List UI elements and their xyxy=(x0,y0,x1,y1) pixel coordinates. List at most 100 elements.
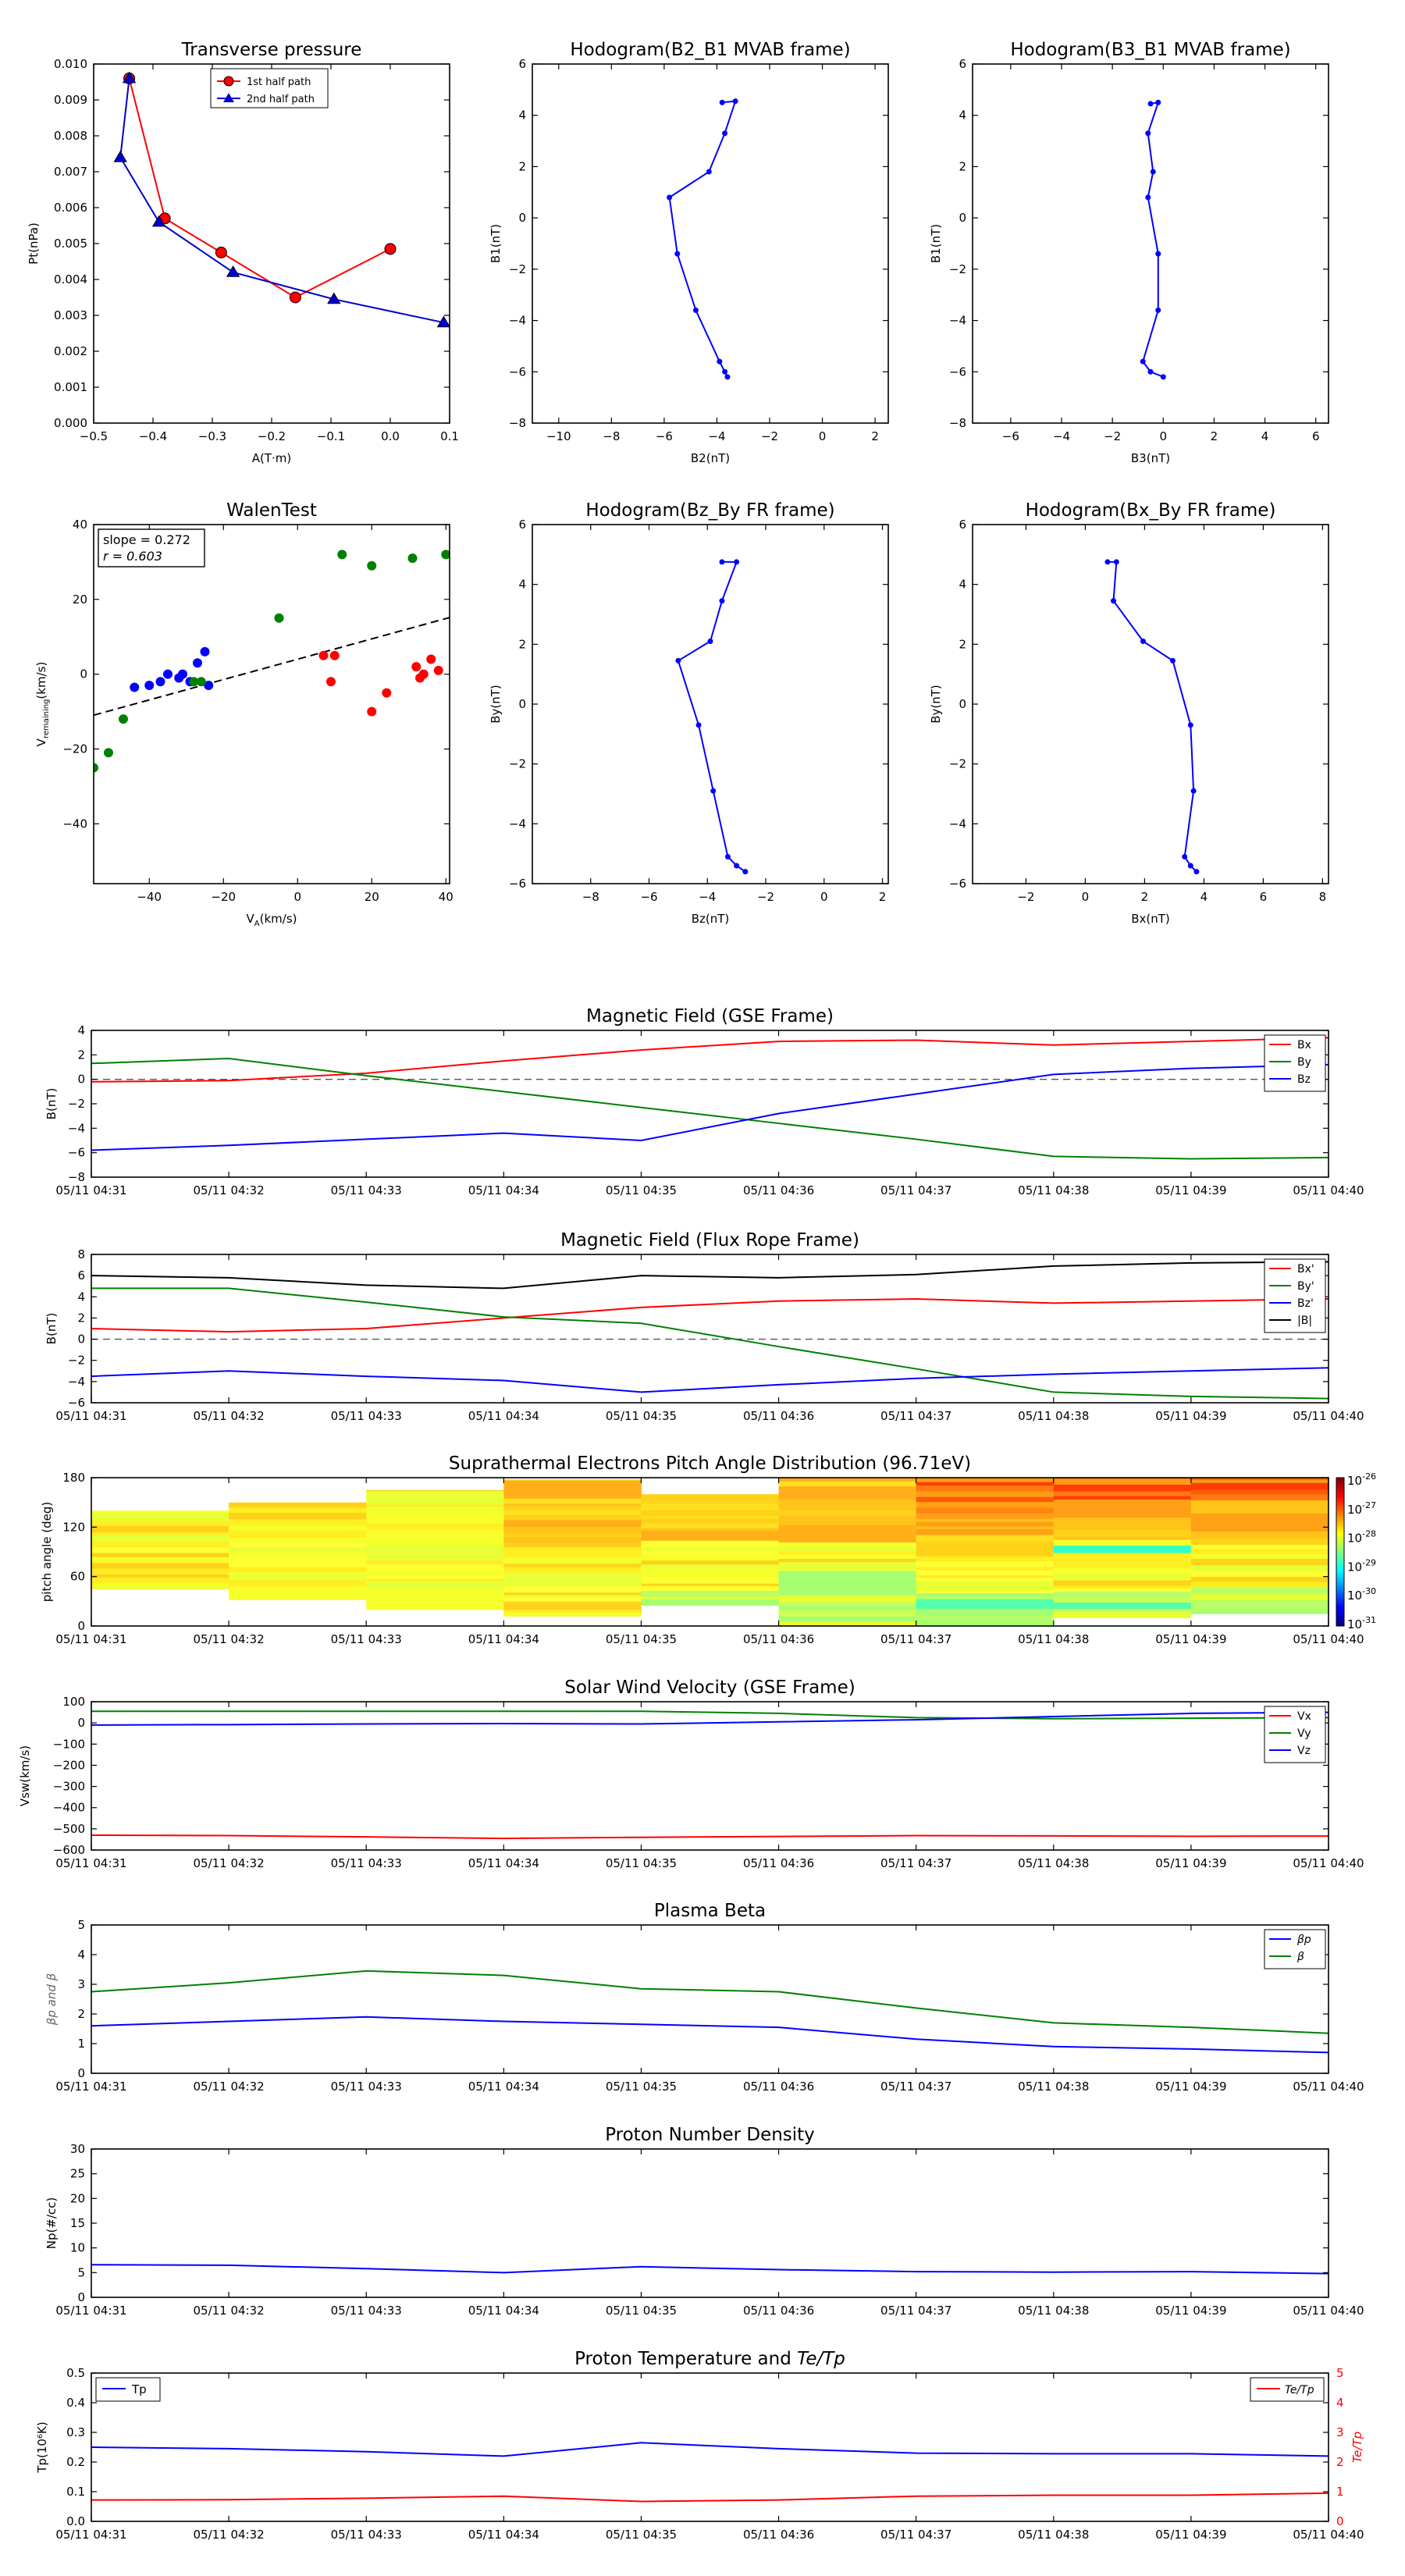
legend-label: Bz' xyxy=(1297,1297,1314,1310)
y-axis-label: βp and β xyxy=(44,1973,59,2026)
heatmap-cell xyxy=(778,1554,917,1559)
y-tick-label: 2 xyxy=(77,2007,85,2021)
y-tick-label: 0 xyxy=(77,1619,85,1633)
series-line xyxy=(1142,101,1164,378)
legend-box xyxy=(1264,1929,1326,1969)
heatmap-cell xyxy=(366,1580,504,1584)
y-tick-label: 0 xyxy=(77,2066,85,2080)
heatmap-cell xyxy=(778,1503,917,1510)
heatmap-cell xyxy=(778,1490,917,1494)
heatmap-cell xyxy=(91,1562,229,1569)
heatmap-cell xyxy=(1053,1612,1192,1618)
heatmap-cell xyxy=(916,1590,1055,1594)
heatmap-cell xyxy=(91,1583,229,1587)
heatmap-cell xyxy=(229,1525,367,1532)
x-tick-label: −0.1 xyxy=(317,429,345,443)
data-point xyxy=(1150,169,1156,175)
chart-data-layer xyxy=(1140,99,1166,380)
heatmap-cell xyxy=(366,1494,504,1497)
data-point xyxy=(1170,657,1176,664)
y-axis-label: pitch angle (deg) xyxy=(40,1502,54,1602)
heatmap-cell xyxy=(1053,1567,1192,1574)
heatmap-cell xyxy=(778,1510,917,1517)
x-tick-label: 0.0 xyxy=(381,429,400,443)
data-point xyxy=(719,99,725,105)
heatmap-cell xyxy=(366,1564,504,1570)
y-tick-label: 8 xyxy=(77,1247,85,1261)
heatmap-cell xyxy=(229,1579,367,1587)
heatmap-cell xyxy=(916,1563,1055,1567)
y2-tick-label: 4 xyxy=(1336,2396,1344,2410)
y-tick-label: 0.5 xyxy=(66,2366,85,2380)
time-tick-label: 05/11 04:31 xyxy=(55,1183,126,1197)
heatmap-cell xyxy=(641,1528,780,1532)
y-tick-label: −300 xyxy=(53,1780,85,1794)
y-axis-label: Tp(10⁶K) xyxy=(35,2421,49,2473)
panel-title: Solar Wind Velocity (GSE Frame) xyxy=(564,1678,855,1698)
legend-label: Bx xyxy=(1297,1039,1311,1051)
y-tick-label: 0.005 xyxy=(54,237,87,251)
legend-label: Vz xyxy=(1297,1745,1311,1757)
data-point xyxy=(1145,130,1151,137)
heatmap-cell xyxy=(778,1532,917,1537)
data-point xyxy=(407,553,418,564)
data-point xyxy=(1147,368,1154,375)
data-point xyxy=(178,669,187,679)
y-tick-label: −2 xyxy=(509,757,526,771)
y-tick-label: −6 xyxy=(949,877,966,891)
y2-tick-label: 2 xyxy=(1336,2455,1344,2469)
y-tick-label: 2 xyxy=(77,1048,85,1062)
heatmap-cell xyxy=(778,1621,917,1627)
heatmap-cell xyxy=(778,1525,917,1532)
time-tick-label: 05/11 04:32 xyxy=(193,1632,264,1646)
data-point xyxy=(274,613,284,623)
heatmap-cell xyxy=(229,1512,367,1520)
series-line xyxy=(1107,560,1197,873)
time-tick-label: 05/11 04:33 xyxy=(331,1183,402,1197)
heatmap-cell xyxy=(503,1546,642,1554)
series-line xyxy=(128,78,391,299)
series-line-By xyxy=(91,1058,1329,1160)
panel-title: Magnetic Field (Flux Rope Frame) xyxy=(560,1230,859,1251)
heatmap-cell xyxy=(91,1525,229,1533)
annotation-r: r = 0.603 xyxy=(103,549,162,564)
heatmap-cell xyxy=(503,1505,642,1510)
y-tick-label: 0.4 xyxy=(66,2396,85,2410)
y-tick-label: 0.006 xyxy=(54,201,87,215)
heatmap-cell xyxy=(1190,1576,1329,1582)
x-axis-label: B2(nT) xyxy=(691,451,730,465)
heatmap-cell xyxy=(641,1596,780,1599)
heatmap-cell xyxy=(641,1590,780,1597)
x-tick-label: −10 xyxy=(546,429,571,443)
y-tick-label: 0 xyxy=(959,211,966,225)
panel-mf_gse: Magnetic Field (GSE Frame) 05/11 04:31 05/… xyxy=(44,1006,1364,1197)
heatmap-cell xyxy=(1053,1573,1192,1581)
heatmap-cell xyxy=(366,1578,504,1582)
heatmap-cell xyxy=(916,1496,1055,1503)
time-tick-label: 05/11 04:36 xyxy=(743,2080,814,2094)
y-tick-label: −2 xyxy=(68,1354,85,1368)
time-tick-label: 05/11 04:31 xyxy=(55,2528,126,2542)
y-tick-label: 0.008 xyxy=(54,129,87,143)
y-tick-label: −500 xyxy=(53,1822,85,1836)
y-tick-label: 0.003 xyxy=(54,308,87,322)
time-tick-label: 05/11 04:37 xyxy=(880,2304,951,2318)
heatmap-cell xyxy=(366,1550,504,1558)
heatmap-cell xyxy=(503,1514,642,1521)
heatmap-cell xyxy=(641,1568,780,1574)
colorbar-tick-label: 10-30 xyxy=(1347,1586,1376,1603)
heatmap-cell xyxy=(366,1503,504,1507)
heatmap-cell xyxy=(1190,1582,1329,1588)
series-line-Bx xyxy=(91,1037,1329,1083)
y-tick-label: 0.001 xyxy=(54,380,87,394)
y-tick-label: 6 xyxy=(959,518,966,532)
heatmap-cell xyxy=(503,1563,642,1567)
heatmap-cell xyxy=(366,1557,504,1561)
heatmap-cell xyxy=(1190,1479,1329,1483)
time-tick-label: 05/11 04:33 xyxy=(331,2528,402,2542)
series-line-Vy xyxy=(91,1710,1329,1720)
x-tick-label: 6 xyxy=(1260,890,1268,904)
time-tick-label: 05/11 04:35 xyxy=(606,1409,677,1423)
heatmap-cell xyxy=(1053,1553,1192,1559)
heatmap-cell xyxy=(1053,1522,1192,1525)
